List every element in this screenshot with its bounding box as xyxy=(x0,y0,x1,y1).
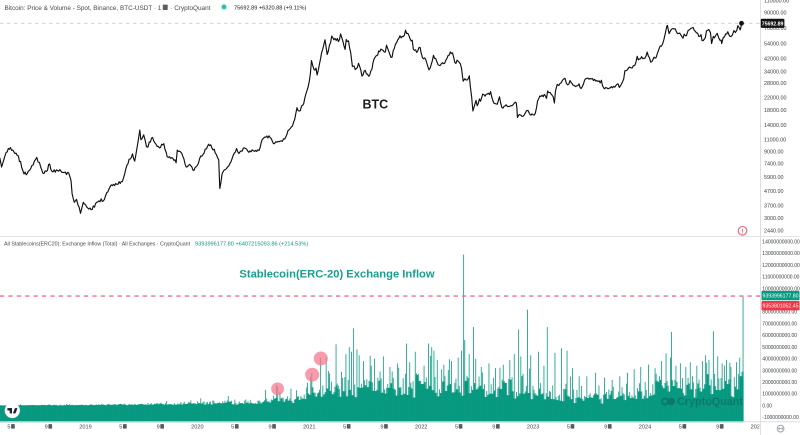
svg-text:-1000000000.00: -1000000000.00 xyxy=(762,415,799,421)
svg-text:9: 9 xyxy=(157,425,160,431)
svg-text:34000.00: 34000.00 xyxy=(764,70,786,76)
svg-text:9353801052.45: 9353801052.45 xyxy=(762,304,798,310)
svg-text:4700.00: 4700.00 xyxy=(764,189,784,195)
svg-text:2021: 2021 xyxy=(303,425,315,431)
svg-text:9: 9 xyxy=(492,425,495,431)
svg-text:CryptoQuant: CryptoQuant xyxy=(677,396,743,408)
svg-text:9: 9 xyxy=(45,425,48,431)
svg-text:5: 5 xyxy=(567,425,570,431)
svg-text:54000.00: 54000.00 xyxy=(764,42,786,48)
svg-text:110000.00: 110000.00 xyxy=(764,0,789,5)
svg-text:9: 9 xyxy=(604,425,607,431)
svg-text:2022: 2022 xyxy=(415,425,427,431)
svg-text:18000.00: 18000.00 xyxy=(764,108,786,114)
svg-text:6000000000.00: 6000000000.00 xyxy=(762,333,797,339)
svg-text:!: ! xyxy=(741,228,743,235)
svg-text:28000.00: 28000.00 xyxy=(764,81,786,87)
svg-text:9393996177.80 +6407215093.86 (: 9393996177.80 +6407215093.86 (+214.53%) xyxy=(195,242,308,248)
svg-text:5900.00: 5900.00 xyxy=(764,175,784,181)
svg-text:9: 9 xyxy=(716,425,719,431)
svg-text:5: 5 xyxy=(343,425,346,431)
svg-text:2020: 2020 xyxy=(191,425,203,431)
svg-text:75692.89 +6320.88 (+9.11%): 75692.89 +6320.88 (+9.11%) xyxy=(234,6,307,12)
svg-text:Stablecoin(ERC-20) Exchange In: Stablecoin(ERC-20) Exchange Inflow xyxy=(239,269,434,281)
svg-text:3000000000.00: 3000000000.00 xyxy=(762,368,797,374)
svg-text:3000.00: 3000.00 xyxy=(764,216,784,222)
svg-text:22000.00: 22000.00 xyxy=(764,96,786,102)
svg-text:8000000000.00: 8000000000.00 xyxy=(762,310,797,316)
svg-text:7000000000.00: 7000000000.00 xyxy=(762,321,797,327)
svg-text:13000000000.00: 13000000000.00 xyxy=(762,251,800,257)
svg-text:14000000000.00: 14000000000.00 xyxy=(762,240,800,246)
svg-text:14000.00: 14000.00 xyxy=(764,123,786,129)
svg-text:2440.00: 2440.00 xyxy=(764,229,784,235)
svg-text:9: 9 xyxy=(268,425,271,431)
svg-text:All Stablecoins(ERC20): Exchan: All Stablecoins(ERC20): Exchange Inflow … xyxy=(4,242,191,248)
svg-text:Bitcoin: Price & Volume - Spot: Bitcoin: Price & Volume - Spot, Binance,… xyxy=(5,5,162,12)
svg-text:2000000000.00: 2000000000.00 xyxy=(762,380,797,386)
svg-text:3700.00: 3700.00 xyxy=(764,203,784,209)
svg-text:9: 9 xyxy=(380,425,383,431)
svg-text:5: 5 xyxy=(679,425,682,431)
svg-text:2025: 2025 xyxy=(751,425,763,431)
svg-text:5: 5 xyxy=(119,425,122,431)
svg-text:5: 5 xyxy=(7,425,10,431)
svg-text:2024: 2024 xyxy=(639,425,651,431)
svg-text:11000.00: 11000.00 xyxy=(764,138,786,144)
svg-text:70000.00: 70000.00 xyxy=(764,26,786,32)
svg-text:BTC: BTC xyxy=(363,98,389,112)
svg-text:9000.00: 9000.00 xyxy=(764,150,784,156)
svg-text:12000000000.00: 12000000000.00 xyxy=(762,263,800,269)
svg-text:5000000000.00: 5000000000.00 xyxy=(762,345,797,351)
svg-text:75692.89: 75692.89 xyxy=(762,21,784,27)
svg-text:0.00: 0.00 xyxy=(762,403,772,409)
svg-text:5: 5 xyxy=(455,425,458,431)
svg-text:4000000000.00: 4000000000.00 xyxy=(762,357,797,363)
svg-text:2019: 2019 xyxy=(79,425,91,431)
svg-text:· CryptoQuant: · CryptoQuant xyxy=(170,5,210,12)
svg-text:10000000000.00: 10000000000.00 xyxy=(762,286,800,292)
svg-text:5: 5 xyxy=(231,425,234,431)
svg-text:11000000000.00: 11000000000.00 xyxy=(762,275,799,281)
svg-text:90000.00: 90000.00 xyxy=(764,11,786,17)
svg-text:1000000000.00: 1000000000.00 xyxy=(762,392,797,398)
svg-text:7400.00: 7400.00 xyxy=(764,162,784,168)
svg-text:42000.00: 42000.00 xyxy=(764,57,786,63)
svg-text:9393996177.80: 9393996177.80 xyxy=(762,294,798,300)
svg-text:2023: 2023 xyxy=(527,425,539,431)
